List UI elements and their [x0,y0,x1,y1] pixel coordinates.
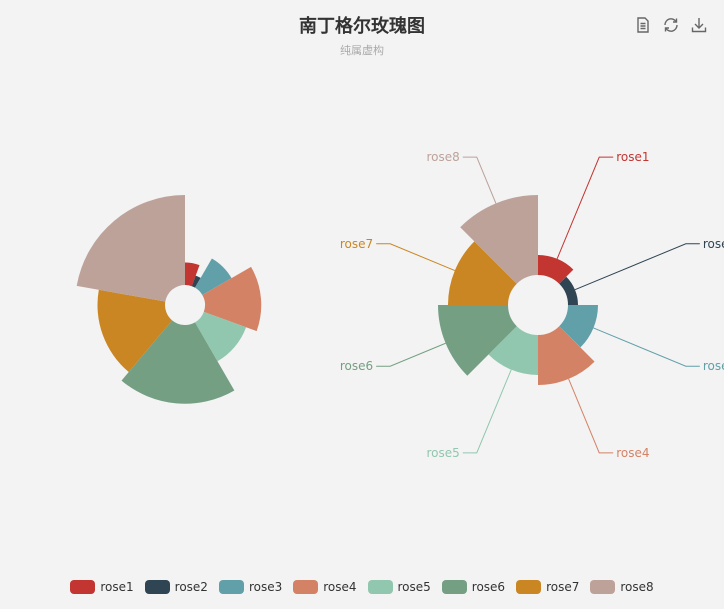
legend-label: rose1 [100,580,134,594]
label-rose6: rose6 [340,359,373,373]
legend-label: rose7 [546,580,580,594]
sector-rose1[interactable] [538,255,574,284]
legend-label: rose8 [620,580,654,594]
label-rose1: rose1 [616,150,649,164]
legend-swatch [293,580,319,594]
sector-rose1[interactable] [185,262,200,287]
sector-rose6[interactable] [438,305,517,376]
sector-rose3[interactable] [195,258,232,295]
label-line-rose3 [593,327,700,367]
sector-rose2[interactable] [191,275,201,288]
label-line-rose6 [376,342,446,367]
label-line-rose4 [568,378,614,454]
legend-item-rose4[interactable]: rose4 [293,580,357,594]
toolbox [632,14,710,36]
legend-label: rose6 [471,580,506,594]
legend-label: rose2 [174,580,208,594]
legend-swatch [144,580,170,594]
sector-rose4[interactable] [538,326,595,385]
legend-item-rose2[interactable]: rose2 [144,580,208,594]
data-view-button[interactable] [632,14,654,36]
sector-rose7[interactable] [97,289,173,373]
label-line-rose7 [376,243,456,272]
download-button[interactable] [688,14,710,36]
legend-swatch [441,580,467,594]
legend-swatch [516,580,542,594]
legend-swatch [218,580,244,594]
legend-item-rose7[interactable]: rose7 [516,580,579,594]
sector-rose6[interactable] [121,320,235,404]
legend-item-rose3[interactable]: rose3 [218,580,283,594]
rose-charts: rose1 rose2 rose3 rose4 rose5 rose6 rose7 rose8 [76,150,724,460]
sector-rose7[interactable] [448,241,517,305]
label-line-rose8 [462,156,497,204]
label-line-rose1 [556,156,614,259]
chart-legend: rose1 rose2 rose3 rose4 rose5 rose6 rose7 rose8 [0,580,724,594]
label-rose2: rose2 [703,237,724,251]
label-line-rose2 [574,243,700,291]
rose-chart-2: rose1 rose2 rose3 rose4 rose5 rose6 rose7 rose8 [340,150,724,460]
chart-title: 南丁格尔玫瑰图 [299,16,425,37]
rose-chart-1 [76,195,262,404]
sector-rose4[interactable] [202,266,262,332]
sector-rose2[interactable] [559,276,578,305]
chart-subtitle: 纯属虚构 [340,44,384,57]
sector-rose5[interactable] [488,326,538,375]
label-rose5: rose5 [426,446,459,460]
label-rose7: rose7 [340,237,373,251]
sector-rose3[interactable] [559,305,598,348]
legend-swatch [70,580,96,594]
sector-rose8[interactable] [76,195,185,302]
legend-item-rose8[interactable]: rose8 [590,580,654,594]
legend-label: rose4 [323,580,357,594]
legend-item-rose6[interactable]: rose6 [441,580,506,594]
label-rose3: rose3 [703,359,724,373]
legend-item-rose1[interactable]: rose1 [70,580,134,594]
legend-swatch [590,580,616,594]
download-icon [691,18,707,33]
label-line-rose5 [462,369,512,454]
sector-rose5[interactable] [195,311,247,362]
legend-item-rose5[interactable]: rose5 [367,580,431,594]
sector-rose8[interactable] [460,195,538,284]
legend-swatch [367,580,393,594]
label-rose4: rose4 [616,446,649,460]
refresh-button[interactable] [660,14,682,36]
label-rose8: rose8 [426,150,459,164]
legend-label: rose3 [248,580,283,594]
refresh-icon [664,18,678,32]
legend-label: rose5 [397,580,431,594]
data-view-icon [637,17,649,33]
